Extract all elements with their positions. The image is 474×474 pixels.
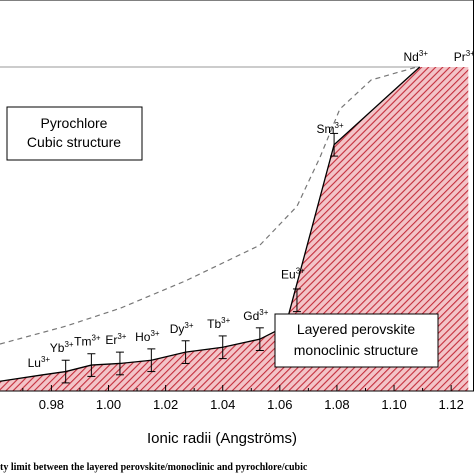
- ion-label-tb: Tb3+: [207, 316, 230, 331]
- error-bar-eu: [292, 288, 301, 313]
- ion-label-yb: Yb3+: [50, 340, 74, 355]
- ion-label-nd: Nd3+: [404, 49, 429, 64]
- pyrochlore-label-line2: Cubic structure: [27, 134, 121, 150]
- x-tick-label: 1.06: [267, 397, 292, 412]
- ion-label-tm: Tm3+: [74, 334, 101, 349]
- x-axis-title: Ionic radii (Angströms): [147, 430, 297, 447]
- error-bar-yb: [61, 359, 70, 384]
- error-bar-tb: [218, 335, 227, 360]
- x-tick-label: 1.04: [210, 397, 235, 412]
- ion-label-lu: Lu3+: [28, 355, 51, 370]
- perovskite-label-line2: monoclinic structure: [294, 342, 419, 358]
- perovskite-label-line1: Layered perovskite: [297, 321, 416, 337]
- error-bar-er: [115, 351, 124, 376]
- x-tick-label: 1.02: [153, 397, 178, 412]
- perovskite-box: Layered perovskite monoclinic structure: [274, 313, 439, 368]
- ion-label-eu: Eu3+: [281, 266, 305, 281]
- perovskite-region: [0, 67, 469, 391]
- error-bar-tm: [87, 353, 96, 377]
- ion-label-ho: Ho3+: [135, 329, 160, 344]
- x-tick-label: 0.98: [39, 397, 64, 412]
- x-tick-label: 1.08: [324, 397, 349, 412]
- ion-label-dy: Dy3+: [170, 321, 194, 336]
- ion-label-er: Er3+: [105, 332, 126, 347]
- x-tick-label: 1.12: [439, 397, 464, 412]
- ion-label-sm: Sm3+: [317, 121, 344, 136]
- error-bar-dy: [181, 340, 190, 364]
- ion-label-gd: Gd3+: [243, 308, 268, 323]
- pyrochlore-label-line1: Pyrochlore: [41, 115, 108, 131]
- x-tick-label: 1.10: [381, 397, 406, 412]
- ion-label-pr: Pr3+: [454, 49, 474, 64]
- error-bar-sm: [330, 132, 339, 157]
- boundary-line: [0, 66, 421, 382]
- x-tick-label: 1.00: [96, 397, 121, 412]
- pyrochlore-box: Pyrochlore Cubic structure: [6, 106, 143, 161]
- dashed-boundary-line: [0, 66, 418, 345]
- figure-caption: ty limit between the layered perovskite/…: [0, 462, 308, 473]
- error-bar-gd: [255, 327, 264, 351]
- error-bar-ho: [147, 348, 156, 373]
